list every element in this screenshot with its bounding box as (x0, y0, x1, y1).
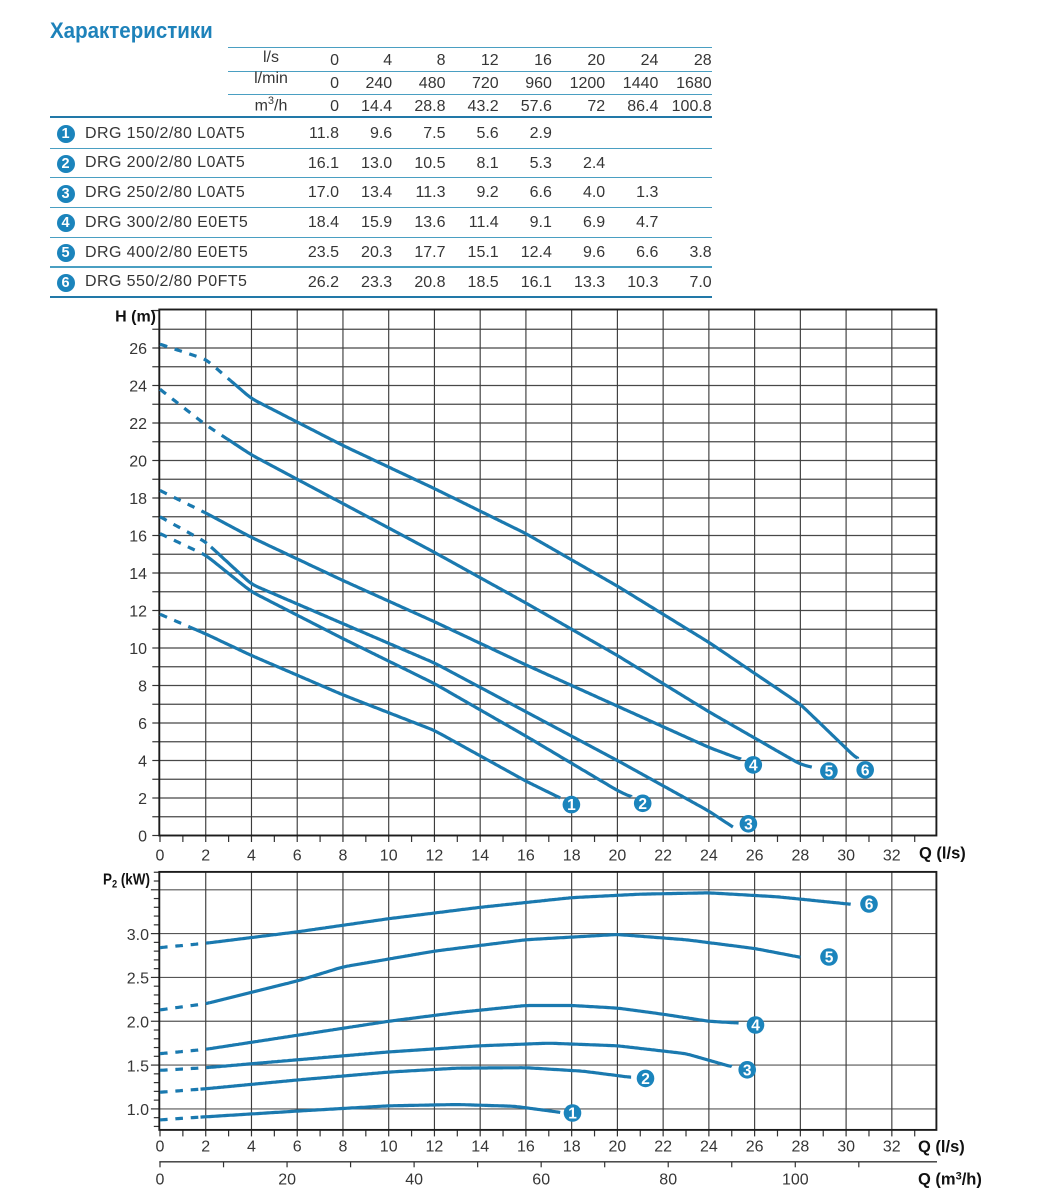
svg-text:14: 14 (471, 1139, 489, 1156)
svg-text:30: 30 (837, 1139, 855, 1156)
svg-text:18: 18 (563, 1139, 581, 1156)
svg-text:22: 22 (654, 848, 672, 865)
svg-text:2: 2 (641, 1071, 650, 1088)
svg-text:8: 8 (339, 848, 348, 865)
svg-text:14: 14 (471, 848, 489, 865)
svg-text:0: 0 (156, 1172, 165, 1189)
svg-text:20: 20 (129, 453, 147, 470)
svg-text:4: 4 (138, 753, 147, 770)
svg-text:16: 16 (517, 848, 535, 865)
svg-text:P2 (kW): P2 (kW) (103, 872, 150, 891)
svg-text:2.5: 2.5 (127, 971, 149, 988)
svg-text:18: 18 (129, 491, 147, 508)
svg-text:30: 30 (837, 848, 855, 865)
svg-text:5: 5 (825, 950, 834, 967)
svg-text:24: 24 (129, 378, 147, 395)
svg-text:22: 22 (129, 416, 147, 433)
svg-text:Q (m3/h): Q (m3/h) (918, 1171, 982, 1189)
svg-text:6: 6 (293, 1139, 302, 1156)
svg-text:6: 6 (861, 763, 870, 780)
svg-text:16: 16 (129, 528, 147, 545)
svg-text:2.0: 2.0 (127, 1015, 149, 1032)
svg-text:0: 0 (156, 1139, 165, 1156)
svg-text:24: 24 (700, 848, 718, 865)
svg-text:8: 8 (339, 1139, 348, 1156)
svg-text:40: 40 (405, 1172, 423, 1189)
svg-text:Q (l/s): Q (l/s) (919, 845, 966, 863)
svg-text:2: 2 (638, 796, 647, 813)
svg-text:6: 6 (865, 897, 874, 914)
svg-text:10: 10 (380, 848, 398, 865)
svg-text:22: 22 (654, 1139, 672, 1156)
svg-text:10: 10 (129, 641, 147, 658)
svg-text:12: 12 (426, 848, 444, 865)
svg-text:32: 32 (883, 848, 901, 865)
svg-text:Q (l/s): Q (l/s) (918, 1138, 965, 1156)
svg-text:100: 100 (782, 1172, 809, 1189)
svg-text:1.5: 1.5 (127, 1058, 149, 1075)
svg-text:0: 0 (138, 828, 147, 845)
svg-text:4: 4 (247, 848, 256, 865)
svg-text:20: 20 (609, 848, 627, 865)
svg-text:3: 3 (743, 1062, 752, 1079)
svg-text:3.0: 3.0 (127, 927, 149, 944)
svg-text:26: 26 (746, 848, 764, 865)
svg-text:80: 80 (659, 1172, 677, 1189)
svg-text:1: 1 (568, 1106, 577, 1123)
svg-text:3: 3 (744, 816, 753, 833)
svg-text:14: 14 (129, 566, 147, 583)
svg-text:H (m): H (m) (115, 309, 156, 326)
svg-text:4: 4 (749, 758, 758, 775)
svg-text:60: 60 (532, 1172, 550, 1189)
svg-text:20: 20 (609, 1139, 627, 1156)
svg-text:4: 4 (247, 1139, 256, 1156)
svg-text:6: 6 (138, 716, 147, 733)
svg-text:6: 6 (293, 848, 302, 865)
svg-text:0: 0 (156, 848, 165, 865)
svg-text:12: 12 (426, 1139, 444, 1156)
svg-text:8: 8 (138, 678, 147, 695)
svg-text:28: 28 (792, 1139, 810, 1156)
svg-text:2: 2 (201, 1139, 210, 1156)
svg-text:2: 2 (201, 848, 210, 865)
svg-text:4: 4 (751, 1018, 760, 1035)
svg-text:10: 10 (380, 1139, 398, 1156)
svg-text:32: 32 (883, 1139, 901, 1156)
svg-text:28: 28 (792, 848, 810, 865)
svg-text:1: 1 (567, 797, 576, 814)
svg-text:12: 12 (129, 603, 147, 620)
svg-text:2: 2 (138, 791, 147, 808)
svg-text:5: 5 (825, 764, 834, 781)
svg-text:18: 18 (563, 848, 581, 865)
svg-text:26: 26 (129, 341, 147, 358)
svg-text:16: 16 (517, 1139, 535, 1156)
svg-text:26: 26 (746, 1139, 764, 1156)
svg-text:20: 20 (278, 1172, 296, 1189)
svg-text:24: 24 (700, 1139, 718, 1156)
svg-text:1.0: 1.0 (127, 1102, 149, 1119)
